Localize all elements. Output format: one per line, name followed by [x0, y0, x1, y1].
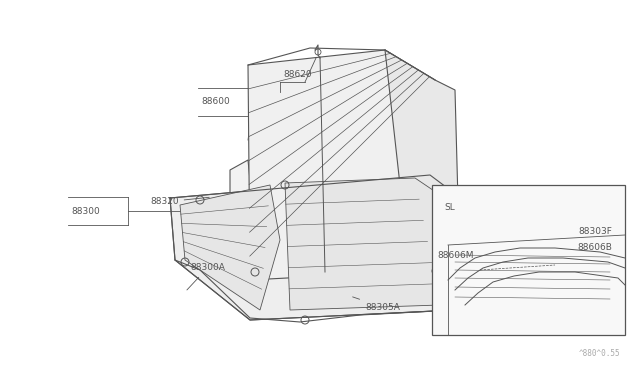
Text: SL: SL [444, 203, 455, 212]
Text: 88303F: 88303F [578, 228, 612, 237]
Text: ^880^0.55: ^880^0.55 [579, 349, 620, 358]
Polygon shape [385, 50, 460, 275]
Polygon shape [180, 185, 280, 310]
Text: 88600: 88600 [201, 97, 230, 106]
Text: 88300: 88300 [71, 206, 100, 215]
Polygon shape [170, 175, 470, 320]
Text: 88606B: 88606B [577, 244, 612, 253]
Text: 88305A: 88305A [353, 297, 400, 311]
Polygon shape [230, 160, 255, 238]
Text: 88300A: 88300A [187, 263, 225, 290]
Bar [432, 185, 625, 335]
Polygon shape [248, 50, 435, 280]
Text: 88320: 88320 [150, 197, 209, 206]
Polygon shape [285, 178, 455, 310]
Text: 88620: 88620 [283, 70, 312, 79]
Text: 88606M: 88606M [437, 250, 474, 260]
